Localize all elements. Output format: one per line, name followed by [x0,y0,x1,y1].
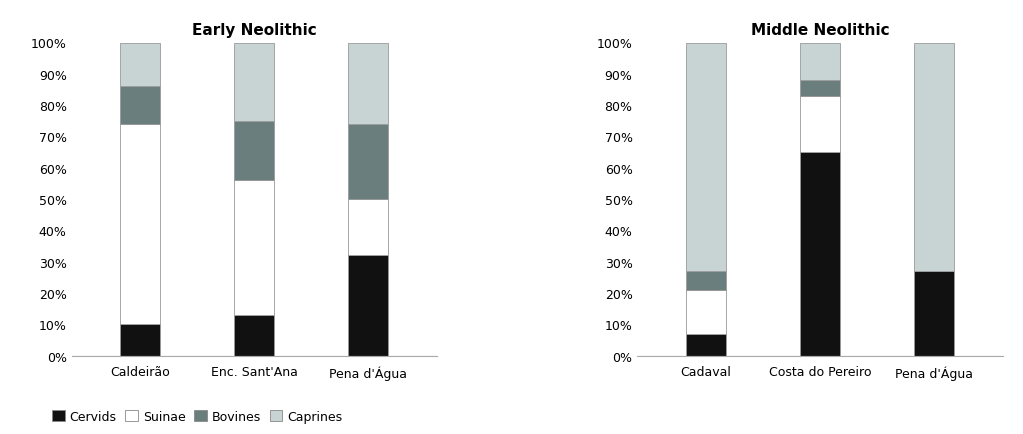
Bar [120,325,160,356]
Bar [120,125,160,325]
Bar [686,272,726,290]
Bar [234,43,274,122]
Bar [348,256,388,356]
Bar [120,87,160,125]
Bar [686,334,726,356]
Bar [234,315,274,356]
Legend: Cervids, Suinae, Bovines, Caprines: Cervids, Suinae, Bovines, Caprines [47,405,348,428]
Bar [800,153,840,356]
Bar [800,96,840,153]
Bar [348,200,388,256]
Bar [348,125,388,200]
Bar [120,43,160,87]
Bar [348,43,388,125]
Bar [234,122,274,181]
Title: Middle Neolithic: Middle Neolithic [751,23,889,38]
Bar [686,290,726,334]
Bar [800,43,840,81]
Bar [234,181,274,315]
Bar [915,272,954,356]
Bar [915,43,954,272]
Title: Early Neolithic: Early Neolithic [191,23,316,38]
Bar [686,43,726,272]
Bar [800,81,840,96]
